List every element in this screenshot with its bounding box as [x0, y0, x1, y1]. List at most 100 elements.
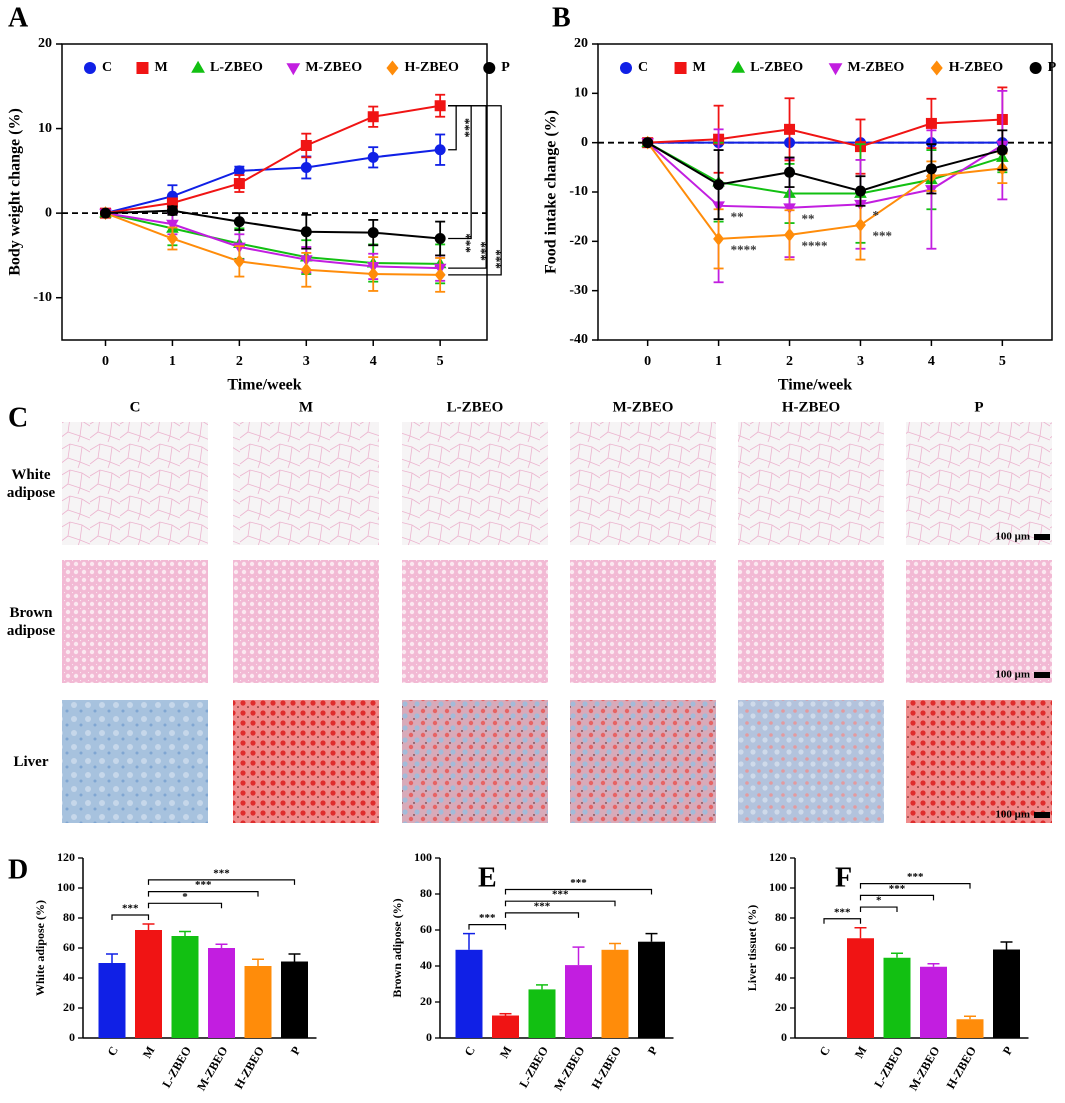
legend-label: P	[1048, 60, 1057, 75]
x-tick-label: L-ZBEO	[159, 1044, 194, 1090]
bar	[883, 957, 911, 1038]
histology-image	[402, 560, 548, 683]
significance-label: ****	[731, 242, 757, 257]
y-tick-label: 20	[420, 994, 432, 1008]
column-label: P	[974, 399, 983, 415]
x-tick-label: H-ZBEO	[944, 1044, 979, 1091]
legend-marker	[828, 63, 843, 76]
bar	[492, 1015, 519, 1038]
series-line	[647, 118, 1003, 148]
significance-label: ***	[552, 889, 569, 901]
bar	[171, 936, 199, 1038]
panel-label: A	[8, 2, 29, 33]
marker	[925, 163, 937, 175]
y-tick-label: 60	[775, 940, 787, 954]
significance-bracket	[147, 902, 223, 909]
histology-image	[906, 560, 1052, 683]
row-label: Brown adipose	[6, 604, 56, 639]
series-line	[646, 141, 1003, 209]
histology-image	[62, 700, 208, 823]
bar	[455, 949, 483, 1038]
x-tick-label: 5	[999, 354, 1006, 369]
y-tick-label: 0	[581, 135, 588, 150]
scale-bar-label: 100 μm	[995, 669, 1030, 681]
x-tick-label: M-ZBEO	[906, 1044, 942, 1093]
series-line	[105, 212, 441, 265]
x-tick-label: M	[497, 1044, 515, 1061]
marker	[367, 111, 379, 123]
y-tick-label: 60	[420, 922, 432, 936]
marker	[784, 228, 796, 242]
panel-label: C	[8, 402, 28, 433]
panel-label: E	[478, 862, 497, 893]
significance-bracket	[504, 900, 616, 907]
bar	[281, 961, 308, 1038]
significance-label: ***	[122, 903, 139, 915]
y-tick-label: -10	[569, 184, 588, 199]
legend-marker	[136, 62, 149, 74]
y-tick-label: 100	[414, 850, 432, 864]
marker	[854, 185, 866, 197]
x-tick-label: P	[1000, 1044, 1016, 1057]
y-tick-label: 80	[420, 886, 432, 900]
marker	[300, 139, 312, 151]
y-tick-label: 0	[69, 1030, 75, 1044]
y-tick-label: 60	[63, 940, 75, 954]
marker	[434, 144, 446, 156]
histology-image	[570, 700, 716, 823]
x-tick-label: C	[462, 1044, 478, 1059]
legend-marker	[286, 63, 301, 76]
y-tick-label: 20	[38, 36, 52, 51]
x-tick-label: 4	[370, 354, 377, 369]
significance-bracket	[823, 918, 862, 924]
marker	[925, 117, 937, 129]
series-line	[105, 212, 441, 276]
y-axis-label: Body weight change (%)	[7, 108, 24, 276]
y-tick-label: -40	[569, 332, 588, 347]
significance-label: ***	[474, 241, 489, 261]
marker	[367, 227, 379, 239]
significance-label: ***	[889, 883, 906, 895]
y-axis-label: Liver tissuet (%)	[745, 905, 759, 991]
significance-bracket	[504, 912, 580, 918]
x-tick-label: 1	[715, 354, 722, 369]
x-tick-label: C	[105, 1044, 121, 1059]
marker	[996, 144, 1008, 156]
y-axis-label: Brown adipose (%)	[390, 898, 404, 997]
row-label: Liver	[13, 753, 49, 770]
x-tick-label: 0	[644, 354, 651, 369]
y-tick-label: 80	[775, 910, 787, 924]
histology-image	[62, 422, 208, 545]
series-line	[647, 141, 1003, 195]
legend-marker	[1029, 62, 1042, 74]
legend-label: C	[638, 60, 648, 75]
y-tick-label: 0	[45, 205, 52, 220]
significance-bracket	[859, 894, 935, 901]
scale-bar	[1034, 534, 1050, 540]
x-tick-label: H-ZBEO	[232, 1044, 267, 1091]
x-tick-label: 1	[169, 354, 176, 369]
significance-label: ***	[479, 912, 496, 924]
bar	[208, 948, 235, 1038]
legend-label: H-ZBEO	[949, 60, 1004, 75]
plot-frame	[61, 43, 488, 341]
significance-label: *	[872, 207, 879, 222]
y-tick-label: 40	[775, 970, 787, 984]
marker	[784, 123, 796, 135]
column-label: H-ZBEO	[782, 399, 840, 415]
legend-marker	[674, 62, 687, 74]
marker	[300, 262, 312, 277]
legend-marker	[930, 60, 943, 76]
histology-image	[233, 700, 379, 823]
marker	[166, 219, 179, 231]
scale-bar-label: 100 μm	[995, 809, 1030, 821]
y-tick-label: 100	[769, 880, 787, 894]
y-tick-label: 10	[574, 86, 588, 101]
legend-marker	[191, 60, 205, 73]
histology-image	[738, 700, 884, 823]
significance-label: *	[876, 895, 882, 907]
y-tick-label: 100	[57, 880, 75, 894]
marker	[233, 216, 245, 228]
bar	[847, 938, 874, 1038]
marker	[434, 100, 446, 112]
